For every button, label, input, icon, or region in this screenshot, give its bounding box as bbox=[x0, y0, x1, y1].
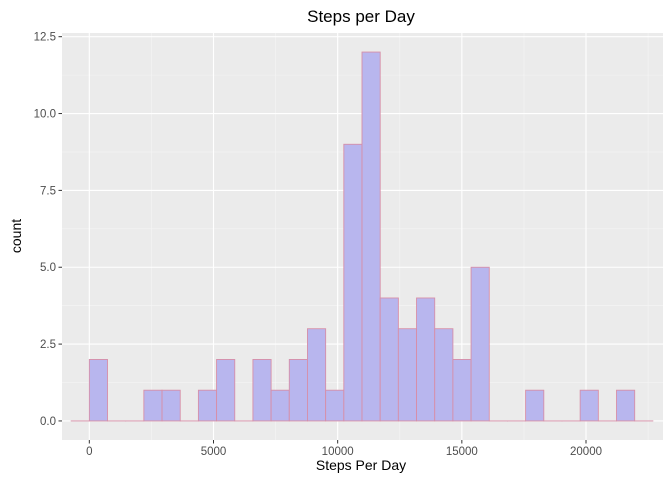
y-tick-label: 0.0 bbox=[40, 416, 56, 428]
y-tick-label: 7.5 bbox=[40, 185, 56, 197]
histogram-bar bbox=[344, 144, 362, 421]
y-tick-label: 5.0 bbox=[40, 262, 56, 274]
histogram-bar bbox=[162, 390, 180, 421]
chart-title: Steps per Day bbox=[307, 7, 415, 26]
histogram-bar bbox=[289, 359, 307, 420]
histogram-bar bbox=[380, 298, 398, 421]
y-tick-label: 10.0 bbox=[34, 109, 56, 121]
histogram-bar bbox=[271, 390, 289, 421]
histogram-bar bbox=[307, 329, 325, 421]
histogram-bar bbox=[89, 359, 107, 420]
y-axis-label: count bbox=[8, 219, 24, 253]
histogram-bar bbox=[144, 390, 162, 421]
x-tick-label: 15000 bbox=[446, 446, 478, 458]
histogram-bar bbox=[362, 52, 380, 421]
histogram-bar bbox=[198, 390, 216, 421]
x-tick-label: 20000 bbox=[570, 446, 602, 458]
x-axis-label: Steps Per Day bbox=[316, 457, 406, 473]
histogram-bar bbox=[617, 390, 635, 421]
histogram-bar bbox=[253, 359, 271, 420]
y-axis-ticks: 0.0 2.5 5.0 7.5 10.0 12.5 bbox=[34, 32, 62, 428]
histogram-bar bbox=[417, 298, 435, 421]
histogram-bar bbox=[580, 390, 598, 421]
histogram-bar bbox=[453, 359, 471, 420]
x-tick-label: 0 bbox=[86, 446, 92, 458]
histogram-bar bbox=[526, 390, 544, 421]
histogram-bar bbox=[326, 390, 344, 421]
y-tick-label: 12.5 bbox=[34, 32, 56, 44]
x-tick-label: 5000 bbox=[201, 446, 227, 458]
histogram-bar bbox=[398, 329, 416, 421]
histogram-bar bbox=[471, 267, 489, 421]
histogram-bar bbox=[217, 359, 235, 420]
y-tick-label: 2.5 bbox=[40, 339, 56, 351]
histogram-bar bbox=[435, 329, 453, 421]
